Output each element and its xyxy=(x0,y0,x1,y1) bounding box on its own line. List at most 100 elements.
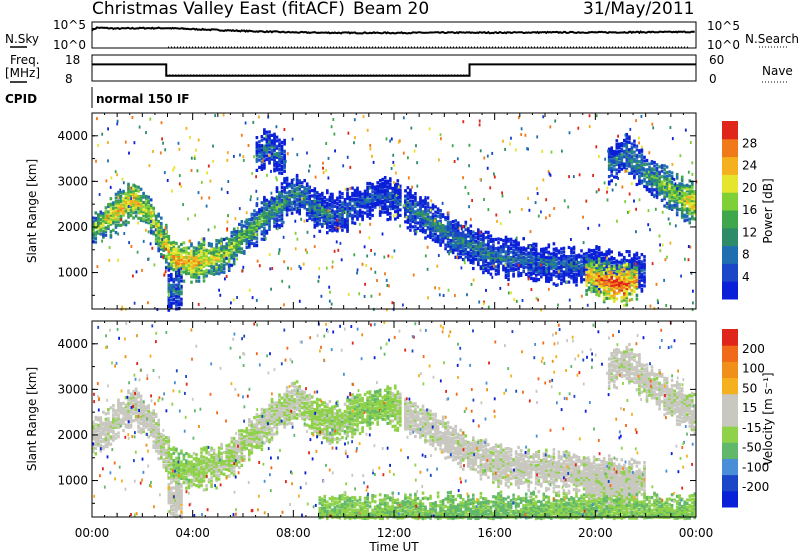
heatmap-cell xyxy=(690,195,692,199)
heatmap-cell xyxy=(643,271,646,275)
heatmap-cell xyxy=(144,209,148,213)
heatmap-cell xyxy=(456,241,460,245)
heatmap-cell xyxy=(167,234,171,239)
heatmap-cell xyxy=(497,270,500,274)
power-cells xyxy=(92,113,698,312)
heatmap-cell xyxy=(517,241,520,245)
heatmap-cell xyxy=(411,199,415,203)
heatmap-cell xyxy=(658,188,661,193)
heatmap-cell xyxy=(542,269,546,273)
heatmap-cell xyxy=(197,276,201,280)
heatmap-cell xyxy=(338,199,342,203)
heatmap-cell xyxy=(399,191,402,196)
heatmap-cell xyxy=(154,230,158,235)
heatmap-cell xyxy=(248,223,251,227)
heatmap-cell xyxy=(383,196,387,200)
heatmap-cell xyxy=(232,262,236,266)
heatmap-cell xyxy=(532,271,535,275)
heatmap-cell xyxy=(628,298,631,302)
heatmap-cell xyxy=(351,215,354,219)
heatmap-cell xyxy=(510,240,512,244)
heatmap-cell xyxy=(167,245,171,250)
heatmap-cell xyxy=(493,175,496,179)
heatmap-cell xyxy=(346,215,349,219)
heatmap-cell xyxy=(283,195,286,199)
heatmap-cell xyxy=(316,211,319,215)
heatmap-cell xyxy=(232,227,236,231)
heatmap-cell xyxy=(321,202,324,206)
heatmap-cell xyxy=(522,237,525,241)
heatmap-cell xyxy=(453,160,456,163)
heatmap-cell xyxy=(227,151,229,155)
heatmap-cell xyxy=(285,205,289,210)
heatmap-cell xyxy=(434,214,437,218)
heatmap-cell xyxy=(157,236,160,240)
heatmap-cell xyxy=(270,196,274,200)
heatmap-cell xyxy=(368,194,372,198)
heatmap-cell xyxy=(454,232,457,236)
heatmap-cell xyxy=(227,257,231,261)
heatmap-cell xyxy=(102,231,105,236)
heatmap-cell xyxy=(207,249,211,253)
heatmap-cell xyxy=(338,190,342,194)
heatmap-cell xyxy=(142,211,145,216)
heatmap-cell xyxy=(127,188,130,192)
heatmap-cell xyxy=(265,134,269,138)
heatmap-cell xyxy=(353,201,357,205)
heatmap-cell xyxy=(234,217,237,221)
heatmap-cell xyxy=(267,115,270,119)
heatmap-cell xyxy=(247,144,250,147)
heatmap-cell xyxy=(540,308,542,312)
heatmap-cell xyxy=(285,196,289,200)
heatmap-cell xyxy=(454,244,457,248)
heatmap-cell xyxy=(389,191,392,195)
heatmap-cell xyxy=(197,245,201,249)
heatmap-cell xyxy=(97,416,100,420)
heatmap-cell xyxy=(536,187,538,191)
heatmap-cell xyxy=(655,166,659,170)
heatmap-cell xyxy=(321,200,324,205)
heatmap-cell xyxy=(439,214,442,218)
heatmap-cell xyxy=(539,263,542,267)
heatmap-cell xyxy=(187,262,191,266)
heatmap-cell xyxy=(217,239,221,243)
heatmap-cell xyxy=(547,245,551,249)
heatmap-cell xyxy=(180,286,183,290)
heatmap-cell xyxy=(154,214,158,218)
heatmap-cell xyxy=(308,186,310,189)
heatmap-cell xyxy=(548,214,551,217)
heatmap-cell xyxy=(308,203,311,208)
heatmap-cell xyxy=(175,260,178,264)
heatmap-cell xyxy=(336,209,339,213)
heatmap-cell xyxy=(305,207,309,212)
heatmap-cell xyxy=(104,206,108,210)
heatmap-cell xyxy=(421,210,425,214)
heatmap-cell xyxy=(441,225,445,230)
heatmap-cell xyxy=(683,215,686,219)
heatmap-cell xyxy=(643,170,646,174)
heatmap-cell xyxy=(227,254,231,258)
heatmap-cell xyxy=(487,243,490,247)
heatmap-cell xyxy=(458,226,461,230)
heatmap-cell xyxy=(680,203,684,207)
heatmap-cell xyxy=(510,136,512,140)
heatmap-cell xyxy=(285,178,289,182)
heatmap-cell xyxy=(331,194,334,198)
heatmap-cell xyxy=(343,199,347,204)
heatmap-cell xyxy=(177,263,181,267)
heatmap-cell xyxy=(285,198,289,202)
heatmap-cell xyxy=(189,136,191,140)
heatmap-cell xyxy=(678,182,681,186)
heatmap-cell xyxy=(122,197,125,201)
heatmap-cell xyxy=(373,189,377,193)
heatmap-cell xyxy=(358,210,362,214)
heatmap-cell xyxy=(620,299,624,303)
heatmap-cell xyxy=(255,141,259,145)
heatmap-cell xyxy=(532,262,535,266)
heatmap-cell xyxy=(529,249,533,253)
heatmap-cell xyxy=(284,159,287,163)
heatmap-cell xyxy=(270,198,274,202)
heatmap-cell xyxy=(519,255,523,259)
heatmap-cell xyxy=(598,155,600,158)
heatmap-cell xyxy=(592,277,596,281)
